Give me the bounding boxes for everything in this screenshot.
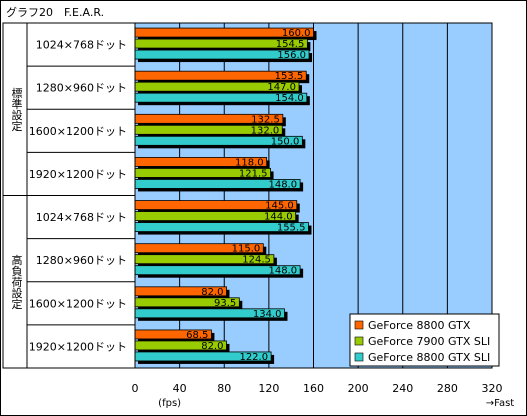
data-label: 124.5 <box>242 255 271 266</box>
x-tick-label: 320 <box>482 382 503 395</box>
data-label: 115.0 <box>232 244 261 255</box>
data-label: 155.5 <box>277 223 306 234</box>
x-tick-label: 40 <box>173 382 187 395</box>
category-label: 1280×960ドット <box>36 82 127 95</box>
legend-swatch <box>354 320 364 330</box>
group-label: 高負荷設定 <box>10 253 23 310</box>
data-label: 148.0 <box>268 179 297 190</box>
data-label: 156.0 <box>277 50 306 61</box>
chart-title: グラフ20 F.E.A.R. <box>6 5 104 19</box>
direction-note: →Fast <box>486 398 515 409</box>
data-label: 82.0 <box>201 341 223 352</box>
group-label: 標準設定 <box>10 86 23 132</box>
category-label: 1024×768ドット <box>36 39 127 52</box>
data-label: 153.5 <box>275 71 304 82</box>
x-tick-label: 80 <box>217 382 231 395</box>
data-label: 147.0 <box>267 82 296 93</box>
data-label: 154.5 <box>276 39 305 50</box>
data-label: 150.0 <box>271 136 300 147</box>
data-label: 132.5 <box>251 114 280 125</box>
legend-label: GeForce 7900 GTX SLI <box>368 335 490 348</box>
x-tick-label: 280 <box>437 382 458 395</box>
x-axis-label: (fps) <box>158 398 181 409</box>
x-tick-label: 240 <box>392 382 413 395</box>
data-label: 134.0 <box>253 309 282 320</box>
category-label: 1600×1200ドット <box>29 125 127 138</box>
data-label: 160.0 <box>282 28 311 39</box>
data-label: 145.0 <box>265 201 294 212</box>
data-label: 132.0 <box>251 125 280 136</box>
data-label: 154.0 <box>275 93 304 104</box>
legend-label: GeForce 8800 GTX <box>368 319 471 332</box>
x-tick-label: 160 <box>303 382 324 395</box>
legend-label: GeForce 8800 GTX SLI <box>368 351 490 364</box>
legend-swatch <box>354 336 364 346</box>
category-label: 1600×1200ドット <box>29 297 127 310</box>
data-label: 121.5 <box>239 168 268 179</box>
data-label: 68.5 <box>186 330 208 341</box>
data-label: 148.0 <box>268 266 297 277</box>
category-label: 1920×1200ドット <box>29 340 127 353</box>
x-tick-label: 120 <box>258 382 279 395</box>
data-label: 82.0 <box>201 287 223 298</box>
data-label: 93.5 <box>214 298 236 309</box>
data-label: 122.0 <box>239 352 268 363</box>
legend-box <box>349 313 500 367</box>
x-tick-label: 0 <box>132 382 139 395</box>
data-label: 118.0 <box>235 157 264 168</box>
plot-border <box>134 22 493 369</box>
category-label: 1280×960ドット <box>36 254 127 267</box>
category-label: 1024×768ドット <box>36 211 127 224</box>
category-label: 1920×1200ドット <box>29 168 127 181</box>
x-tick-label: 200 <box>348 382 369 395</box>
data-label: 144.0 <box>264 212 293 223</box>
legend-swatch <box>354 352 364 362</box>
